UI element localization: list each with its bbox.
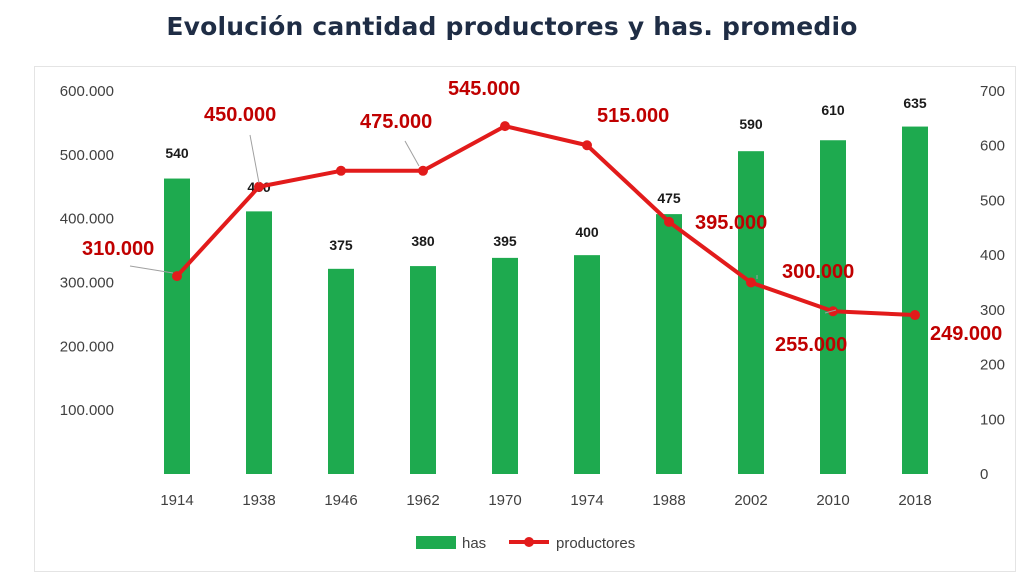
bar-data-label: 375 [329,237,353,253]
bar-data-label: 400 [575,224,599,240]
x-tick-label: 1962 [406,492,439,509]
chart-title: Evolución cantidad productores y has. pr… [166,12,858,41]
x-tick-label: 1914 [160,492,193,509]
bar-has [246,211,272,474]
bar-data-label: 610 [821,102,845,118]
line-data-label: 450.000 [204,104,276,126]
line-point-productores [582,140,592,151]
legend-label-has: has [462,535,486,552]
label-leader-line [129,265,174,274]
bar-has [902,126,928,475]
bar-has [574,255,600,474]
x-tick-label: 2002 [734,492,767,509]
bar-data-label: 395 [493,233,517,249]
line-data-label: 395.000 [695,212,767,234]
line-point-productores [172,271,182,282]
bar-has [738,151,764,474]
label-leader-line [404,140,420,167]
legend-swatch-has [416,536,456,549]
line-point-productores [910,310,920,321]
line-data-label: 249.000 [930,323,1002,345]
x-tick-label: 2018 [898,492,931,509]
label-leader-line [824,309,837,314]
line-point-productores [664,216,674,227]
chart-area [34,66,1016,572]
legend-label-productores: productores [556,535,635,552]
y-left-tick-label: 100.000 [60,402,114,419]
y-right-tick-label: 500 [980,192,1005,209]
line-data-label: 515.000 [597,105,669,127]
y-right-tick-label: 700 [980,83,1005,100]
line-point-productores [254,181,264,192]
y-right-tick-label: 200 [980,357,1005,374]
line-data-label: 310.000 [82,238,154,260]
line-data-label: 300.000 [782,261,854,283]
x-tick-label: 1946 [324,492,357,509]
bar-data-label: 540 [165,145,189,161]
y-right-tick-label: 0 [980,466,988,483]
bar-has [410,266,436,474]
line-data-label: 255.000 [775,334,847,356]
y-left-tick-label: 600.000 [60,83,114,100]
line-point-productores [500,121,510,132]
y-left-tick-label: 400.000 [60,211,114,228]
bar-has [328,268,354,474]
bar-data-label: 380 [411,233,435,249]
bar-has [656,214,682,474]
line-data-label: 545.000 [448,78,520,100]
line-point-productores [336,165,346,176]
bar-data-label: 475 [657,190,681,206]
line-data-label: 475.000 [360,111,432,133]
line-point-productores [746,277,756,288]
y-left-tick-label: 500.000 [60,147,114,164]
bar-has [164,178,190,475]
y-right-tick-label: 100 [980,411,1005,428]
y-right-tick-label: 300 [980,302,1005,319]
x-tick-label: 1974 [570,492,603,509]
y-right-tick-label: 400 [980,247,1005,264]
x-tick-label: 1988 [652,492,685,509]
x-tick-label: 2010 [816,492,849,509]
line-point-productores [418,165,428,176]
line-productores [175,124,917,318]
y-right-tick-label: 600 [980,138,1005,155]
x-tick-label: 1970 [488,492,521,509]
legend-marker-productores [524,537,534,547]
y-left-tick-label: 200.000 [60,338,114,355]
bar-has [492,257,518,474]
label-leader-line [249,134,260,184]
y-left-tick-label: 300.000 [60,275,114,292]
x-tick-label: 1938 [242,492,275,509]
bar-data-label: 635 [903,95,927,111]
bar-data-label: 590 [739,116,763,132]
